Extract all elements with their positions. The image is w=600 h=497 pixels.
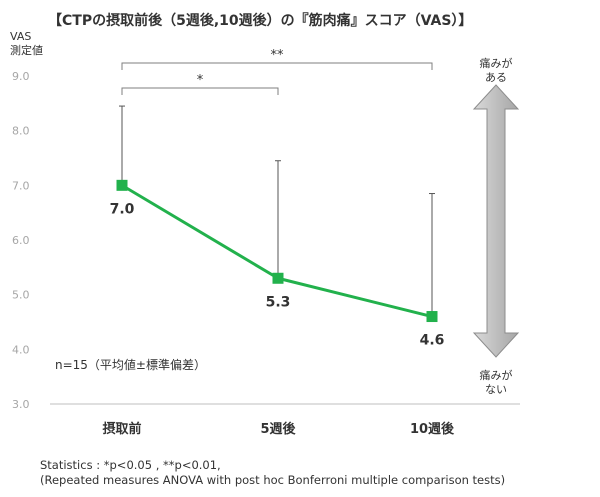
significance-bracket bbox=[121, 87, 279, 95]
statistics-footnote: Statistics : *p<0.05 , **p<0.01, (Repeat… bbox=[40, 458, 505, 488]
y-tick-label: 5.0 bbox=[12, 289, 30, 302]
y-tick-label: 4.0 bbox=[12, 343, 30, 356]
y-tick-label: 9.0 bbox=[12, 70, 30, 83]
y-tick-label: 8.0 bbox=[12, 125, 30, 138]
footnote-line2: (Repeated measures ANOVA with post hoc B… bbox=[40, 473, 506, 487]
chart-title: 【CTPの摂取前後（5週後,10週後）の『筋肉痛』スコア（VAS）】 bbox=[48, 12, 472, 29]
x-tick-label: 5週後 bbox=[260, 421, 296, 437]
data-point bbox=[116, 179, 128, 191]
arrow-top-label-line1: 痛みが bbox=[480, 56, 513, 70]
significance-bracket bbox=[121, 62, 433, 70]
pain-scale-arrow: 痛みが ある 痛みが ない bbox=[472, 56, 520, 396]
y-tick-label: 6.0 bbox=[12, 234, 30, 247]
x-axis-ticks: 摂取前 5週後 10週後 bbox=[102, 421, 455, 437]
data-point bbox=[426, 311, 438, 323]
y-axis-label-line1: VAS bbox=[10, 30, 31, 43]
y-tick-label: 7.0 bbox=[12, 179, 30, 192]
chart-svg: 【CTPの摂取前後（5週後,10週後）の『筋肉痛』スコア（VAS）】 VAS 測… bbox=[10, 12, 520, 437]
y-axis-label-line2: 測定値 bbox=[10, 43, 43, 57]
data-markers bbox=[116, 179, 438, 323]
data-value-label: 5.3 bbox=[266, 294, 291, 310]
y-tick-label: 3.0 bbox=[12, 398, 30, 411]
double-arrow-icon bbox=[472, 84, 520, 358]
data-value-labels: 7.0 5.3 4.6 bbox=[110, 201, 445, 348]
data-point bbox=[272, 272, 284, 284]
arrow-bottom-label-line2: ない bbox=[485, 383, 507, 396]
x-tick-label: 10週後 bbox=[410, 421, 455, 437]
significance-marker: * bbox=[197, 73, 204, 88]
data-value-label: 4.6 bbox=[420, 333, 445, 349]
arrow-bottom-label-line1: 痛みが bbox=[480, 368, 513, 382]
arrow-top-label-line2: ある bbox=[485, 71, 507, 84]
significance-marker: ** bbox=[271, 48, 285, 63]
x-tick-label: 摂取前 bbox=[102, 421, 141, 437]
error-bars bbox=[119, 105, 435, 317]
footnote-line1: Statistics : *p<0.05 , **p<0.01, bbox=[40, 458, 221, 472]
significance-brackets: *** bbox=[121, 48, 433, 95]
data-value-label: 7.0 bbox=[110, 201, 135, 217]
y-axis-ticks: 3.0 4.0 5.0 6.0 7.0 8.0 9.0 bbox=[12, 70, 30, 411]
sample-size-note: n=15（平均値±標準偏差） bbox=[55, 357, 206, 372]
